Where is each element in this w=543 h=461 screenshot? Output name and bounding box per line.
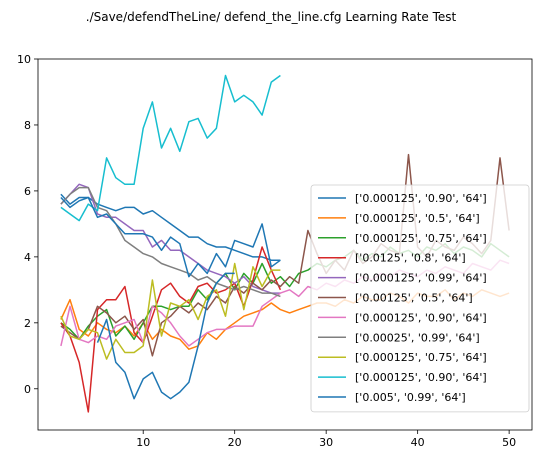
x-tick-label: 40 — [411, 436, 425, 449]
legend-label-6: ['0.00125', '0.5', '64'] — [355, 292, 473, 305]
legend-label-5: ['0.000125', '0.99', '64'] — [355, 272, 487, 285]
legend-label-7: ['0.000125', '0.90', '64'] — [355, 311, 487, 324]
series-line-10 — [60, 74, 281, 222]
y-tick-label: 0 — [24, 383, 31, 396]
legend-label-4: ['0.0125', '0.8', '64'] — [355, 252, 466, 265]
series-line-12 — [96, 272, 235, 400]
legend-box — [310, 184, 530, 413]
series-line-9 — [60, 262, 281, 360]
legend: ['0.000125', '0.90', '64'] ['0.000125', '… — [310, 184, 530, 413]
x-tick-label: 20 — [228, 436, 242, 449]
axes-frame — [37, 58, 533, 431]
plot-area: 10 20 30 40 50 0 2 4 6 8 10 — [17, 53, 533, 449]
legend-label-11: ['0.005', '0.99', '64'] — [355, 391, 466, 404]
legend-label-9: ['0.000125', '0.75', '64'] — [355, 351, 487, 364]
y-tick-label: 6 — [24, 185, 31, 198]
x-tick-label: 30 — [319, 436, 333, 449]
series-line-1 — [60, 193, 281, 261]
y-tick-label: 8 — [24, 119, 31, 132]
legend-label-3: ['0.000125', '0.75', '64'] — [355, 232, 487, 245]
series-line-5 — [60, 183, 281, 294]
y-tick-label: 10 — [17, 53, 31, 66]
x-tick-label: 50 — [502, 436, 516, 449]
y-tick-label: 4 — [24, 251, 31, 264]
x-tick-label: 10 — [136, 436, 150, 449]
legend-label-1: ['0.000125', '0.90', '64'] — [355, 192, 487, 205]
legend-label-8: ['0.00025', '0.99', '64'] — [355, 331, 480, 344]
y-tick-label: 2 — [24, 317, 31, 330]
chart-title: ./Save/defendTheLine/ defend_the_line.cf… — [86, 10, 457, 24]
series-line-4 — [60, 246, 282, 413]
legend-label-10: ['0.000125', '0.90', '64'] — [355, 371, 487, 384]
series-line-11 — [60, 196, 281, 278]
legend-label-2: ['0.000125', '0.5', '64'] — [355, 212, 480, 225]
